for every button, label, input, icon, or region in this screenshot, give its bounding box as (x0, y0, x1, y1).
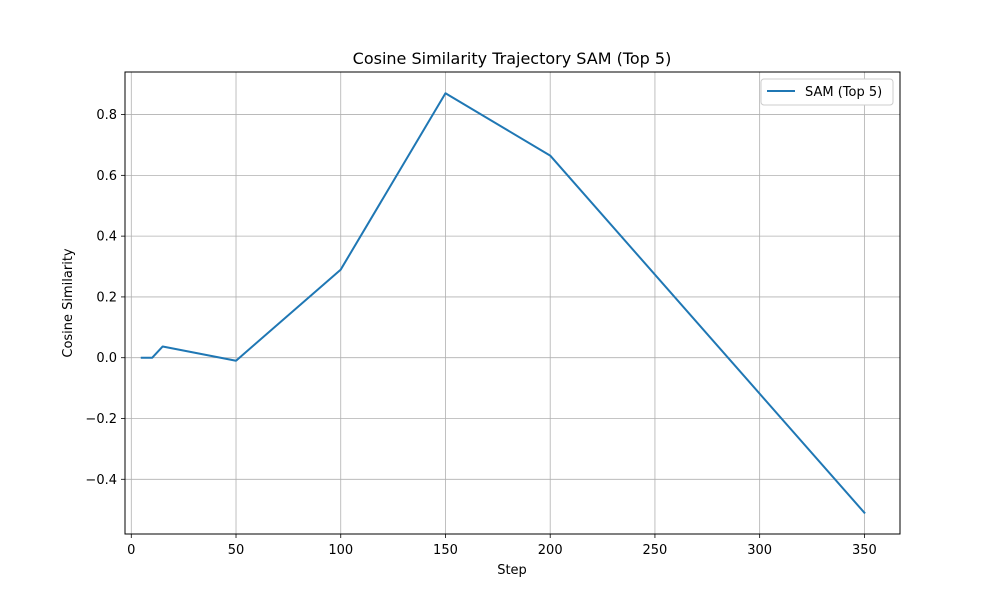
y-tick-label: 0.2 (96, 290, 117, 305)
legend-label: SAM (Top 5) (805, 85, 882, 100)
x-axis-title: Step (497, 563, 527, 578)
legend-box (760, 78, 894, 106)
x-tick-label: 0 (127, 543, 135, 558)
series-layer (140, 92, 866, 515)
y-tick-label: 0.0 (96, 351, 117, 366)
x-tick-label: 50 (228, 543, 245, 558)
x-tick-label: 250 (643, 543, 668, 558)
plot-frame (124, 71, 901, 535)
x-tick-label: 350 (852, 543, 877, 558)
y-tick-label: 0.4 (96, 230, 117, 245)
x-tick-label: 300 (747, 543, 772, 558)
x-tick-label: 100 (328, 543, 353, 558)
tick-layer: 0 50 100 150 200 250 300 350 −0.4 −0.2 0.0 0.2 0.4 0.… (85, 108, 876, 558)
y-axis-title: Cosine Similarity (61, 248, 76, 358)
x-tick-label: 200 (538, 543, 563, 558)
y-tick-label: 0.6 (96, 169, 117, 184)
grid-layer (125, 72, 900, 534)
series-line-0 (140, 92, 866, 515)
x-tick-label: 150 (433, 543, 458, 558)
y-tick-label: 0.8 (96, 108, 117, 123)
y-tick-label: −0.4 (85, 473, 117, 488)
legend: SAM (Top 5) (760, 78, 894, 106)
chart-title: Cosine Similarity Trajectory SAM (Top 5) (353, 49, 672, 68)
y-tick-label: −0.2 (85, 412, 117, 427)
